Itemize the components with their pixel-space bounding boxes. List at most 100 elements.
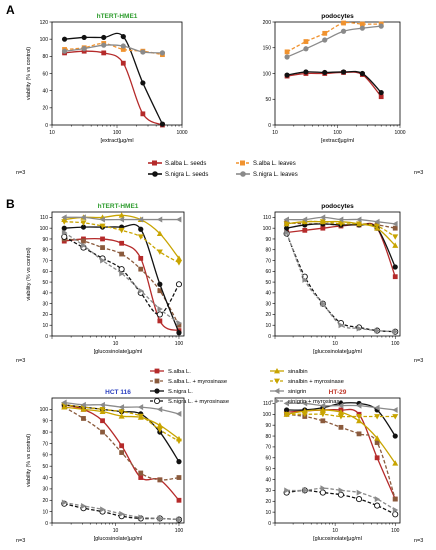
data-point	[175, 410, 182, 417]
series-sinigrin	[61, 214, 182, 223]
plot-frame	[274, 211, 401, 337]
data-point	[302, 227, 308, 233]
legend-a-salba-leaves: S.alba L. leaves	[253, 161, 296, 167]
data-point	[140, 111, 146, 117]
series-s-alba-l-seeds	[62, 48, 165, 128]
data-point	[140, 49, 146, 55]
n-label-b3: n=3	[16, 538, 25, 544]
x-tick-label: 100	[333, 130, 342, 136]
data-point	[138, 226, 144, 232]
data-point	[392, 496, 398, 502]
data-point	[341, 20, 346, 26]
data-point	[392, 328, 399, 335]
series-sinalbin-myrosinase	[283, 411, 399, 420]
data-point	[374, 440, 380, 445]
y-tick-label: 50	[42, 280, 48, 286]
y-tick-label: 100	[263, 226, 272, 232]
data-point	[176, 320, 182, 327]
data-point	[319, 219, 326, 225]
plot-frame	[274, 397, 401, 524]
x-axis-label: [extract]µg/ml	[321, 138, 354, 144]
data-point	[283, 221, 290, 227]
y-tick-label: 30	[42, 487, 48, 493]
data-point	[61, 219, 68, 225]
data-point	[101, 50, 107, 56]
series-s-alba-l-leaves	[284, 20, 384, 55]
chart-title: podocytes	[321, 13, 354, 20]
data-point	[359, 21, 365, 27]
y-tick-label: 0	[268, 123, 271, 129]
data-point	[337, 221, 344, 227]
y-tick-label: 60	[42, 71, 48, 77]
series-line	[286, 408, 396, 500]
data-point	[284, 49, 290, 55]
panel-label-a: A	[6, 3, 15, 17]
y-tick-label: 40	[42, 88, 48, 94]
chart-b2: podocytes 0 10 20 30 40 50 60 70 80 90 100 110 10 100 […	[263, 203, 401, 355]
data-point	[359, 25, 365, 31]
data-point	[81, 238, 86, 244]
legend-b-marker	[274, 378, 280, 384]
data-point	[118, 216, 125, 223]
y-tick-label: 80	[42, 54, 48, 60]
y-tick-label: 100	[263, 412, 272, 418]
y-tick-label: 50	[265, 466, 271, 472]
data-point	[159, 121, 166, 127]
data-point	[319, 406, 326, 413]
y-tick-label: 30	[265, 301, 271, 307]
legend-b-label: sinalbin + myrosinase	[288, 379, 344, 385]
y-tick-label: 10	[265, 510, 271, 516]
data-point	[355, 496, 363, 503]
legend-b-marker	[274, 368, 280, 374]
data-point	[284, 229, 290, 236]
series-line	[286, 71, 382, 98]
y-tick-label: 80	[42, 430, 48, 436]
data-point	[356, 216, 362, 223]
y-tick-label: 50	[42, 464, 48, 470]
n-label-a1: n=3	[16, 170, 25, 176]
y-tick-label: 0	[268, 521, 271, 527]
series-s-alba-l-	[61, 236, 182, 334]
data-point	[338, 424, 344, 430]
series-s-alba-l-myrosinase	[61, 236, 182, 328]
data-point	[356, 221, 363, 227]
data-point	[157, 288, 163, 294]
chart-a1: hTERT-HME1 0 20 40 60 80 100 120 10 100 1000 [extra…	[26, 13, 188, 144]
legend-b-marker	[154, 388, 160, 394]
series-line	[286, 21, 382, 53]
legend-a: S.alba L. seeds S.nigra L. seeds S.alba …	[148, 160, 298, 178]
series-line	[64, 50, 163, 126]
data-point	[100, 429, 105, 435]
chart-title: HCT 116	[105, 389, 131, 396]
data-point	[319, 214, 326, 221]
x-tick-label: 100	[175, 528, 184, 534]
legend-a-marker-snigra-leaves	[240, 171, 246, 177]
data-point	[120, 43, 126, 49]
data-point	[118, 227, 125, 234]
legend-b-label: S.alba L. + myrosinase	[168, 379, 227, 385]
y-tick-label: 70	[265, 258, 271, 264]
y-tick-label: 10	[42, 509, 48, 515]
y-tick-label: 40	[42, 475, 48, 481]
series-s-nigra-l-myrosinase	[283, 487, 399, 518]
x-axis-label: [extract]µg/ml	[100, 138, 133, 144]
series-sinigrin-myrosinase	[284, 229, 399, 335]
x-tick-label: 10	[332, 341, 338, 347]
y-tick-label: 0	[45, 521, 48, 527]
y-tick-label: 150	[263, 46, 272, 52]
y-tick-label: 90	[42, 237, 48, 243]
x-tick-label: 100	[391, 341, 400, 347]
data-point	[138, 475, 144, 480]
y-tick-label: 90	[42, 419, 48, 425]
legend-b-item: sinigrin + myrosinase	[270, 398, 343, 405]
legend-b-item: sinigrin	[270, 388, 306, 395]
data-point	[156, 422, 163, 428]
data-point	[80, 224, 87, 230]
data-point	[338, 487, 344, 494]
data-point	[120, 47, 126, 52]
plot-frame	[51, 211, 185, 337]
data-point	[284, 407, 290, 413]
y-tick-label: 50	[265, 280, 271, 286]
chart-a2: podocytes 0 50 100 150 200 10 100 1000 [extract]µ…	[263, 13, 406, 144]
data-point	[392, 234, 399, 240]
